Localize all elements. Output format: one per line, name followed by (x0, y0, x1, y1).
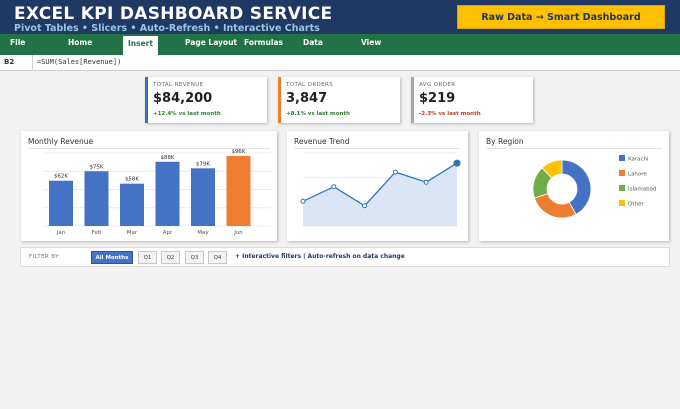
legend-swatch (619, 155, 625, 161)
bar (84, 171, 109, 226)
panel-divider (28, 148, 270, 149)
bar (226, 155, 251, 226)
kpi-value: 3,847 (286, 91, 328, 106)
bar-value-label: $88K (160, 155, 174, 161)
tab-view[interactable]: View (361, 38, 382, 47)
tab-insert[interactable]: Insert (123, 36, 158, 55)
kpi-label: AVG ORDER (419, 82, 456, 88)
kpi-delta: +12.4% vs last month (153, 111, 221, 117)
bar-value-label: $58K (125, 177, 139, 183)
revenue-trend-chart (300, 152, 461, 227)
bar (191, 168, 215, 226)
by-region-chart: Karachi Lahore Islamabad Other (532, 155, 656, 219)
kpi-card-revenue: TOTAL REVENUE $84,200 +12.4% vs last mon… (145, 77, 267, 123)
filter-note: + Interactive filters | Auto-refresh on … (235, 253, 405, 260)
kpi-delta: -2.3% vs last month (419, 111, 481, 117)
monthly-revenue-chart: $62K Jan $75K Feb $58K Mar $88K Apr $79K May $96K J… (43, 149, 271, 236)
panel-title: By Region (486, 137, 524, 146)
bar (155, 161, 180, 226)
trend-point (362, 203, 368, 209)
banner-subtitle: Pivot Tables • Slicers • Auto-Refresh • … (14, 23, 320, 34)
panel-title: Monthly Revenue (28, 137, 94, 146)
trend-point (300, 198, 306, 204)
donut-slice (561, 159, 592, 215)
kpi-label: TOTAL ORDERS (286, 82, 334, 88)
panel-divider (294, 148, 461, 149)
legend-label: Lahore (628, 172, 647, 178)
trend-point (331, 184, 337, 190)
legend-swatch (619, 200, 625, 206)
panel-title: Revenue Trend (294, 137, 350, 146)
x-tick-label: Jan (56, 230, 66, 236)
kpi-value: $219 (419, 91, 456, 106)
x-tick-label: Mar (127, 230, 138, 236)
revenue-trend-panel: Revenue Trend (287, 131, 468, 241)
legend-swatch (619, 185, 625, 191)
filter-bar: FILTER BY: All Months Q1 Q2 Q3 Q4 + Inte… (20, 247, 670, 267)
formula-input[interactable]: =SUM(Sales[Revenue]) (37, 58, 122, 66)
donut-slice (533, 193, 577, 219)
x-tick-label: Apr (163, 230, 173, 236)
tab-data[interactable]: Data (303, 38, 323, 47)
filter-label: FILTER BY: (29, 254, 61, 260)
filter-chip-q1[interactable]: Q1 (138, 251, 157, 264)
x-tick-label: May (197, 230, 209, 236)
header-banner: EXCEL KPI DASHBOARD SERVICE Pivot Tables… (0, 0, 680, 34)
kpi-label: TOTAL REVENUE (153, 82, 204, 88)
tab-home[interactable]: Home (68, 38, 93, 47)
formula-divider (32, 55, 33, 71)
trend-area (303, 163, 457, 226)
trend-point (423, 179, 429, 185)
filter-chip-all-months[interactable]: All Months (91, 251, 133, 264)
kpi-card-orders: TOTAL ORDERS 3,847 +8.1% vs last month (278, 77, 400, 123)
legend-label: Other (628, 202, 644, 208)
bar (49, 180, 73, 226)
cell-reference[interactable]: B2 (4, 58, 15, 66)
by-region-panel: Karachi Lahore Islamabad Other By Region (479, 131, 669, 241)
kpi-accent-bar (145, 77, 148, 123)
bar (120, 183, 144, 226)
banner-title: EXCEL KPI DASHBOARD SERVICE (14, 4, 333, 24)
filter-chip-q3[interactable]: Q3 (185, 251, 204, 264)
ribbon-bar: File Home Insert Page Layout Formulas Da… (0, 34, 680, 55)
cta-button[interactable]: Raw Data → Smart Dashboard (457, 5, 665, 29)
bar-value-label: $62K (54, 174, 68, 180)
legend-label: Islamabad (628, 187, 656, 193)
trend-point (453, 159, 461, 167)
legend-swatch (619, 170, 625, 176)
trend-point (392, 169, 398, 175)
tab-file[interactable]: File (10, 38, 26, 47)
donut-slice (541, 159, 563, 179)
trend-line (302, 162, 458, 207)
x-tick-label: Feb (92, 230, 102, 236)
kpi-accent-bar (278, 77, 281, 123)
monthly-revenue-panel: $62K Jan $75K Feb $58K Mar $88K Apr $79K May $96K J… (21, 131, 277, 241)
bar-value-label: $96K (231, 149, 245, 155)
kpi-accent-bar (411, 77, 414, 123)
panel-divider (486, 148, 662, 149)
kpi-value: $84,200 (153, 91, 213, 106)
kpi-card-avg-order: AVG ORDER $219 -2.3% vs last month (411, 77, 533, 123)
tab-formulas[interactable]: Formulas (244, 38, 283, 47)
filter-chip-q4[interactable]: Q4 (208, 251, 227, 264)
tab-page-layout[interactable]: Page Layout (185, 38, 237, 47)
kpi-delta: +8.1% vs last month (286, 111, 350, 117)
formula-bar: B2 =SUM(Sales[Revenue]) (0, 55, 680, 71)
filter-chip-q2[interactable]: Q2 (161, 251, 180, 264)
x-tick-label: Jun (233, 230, 243, 236)
bar-value-label: $75K (89, 164, 103, 170)
legend-label: Karachi (628, 157, 649, 163)
bar-value-label: $79K (196, 161, 210, 167)
